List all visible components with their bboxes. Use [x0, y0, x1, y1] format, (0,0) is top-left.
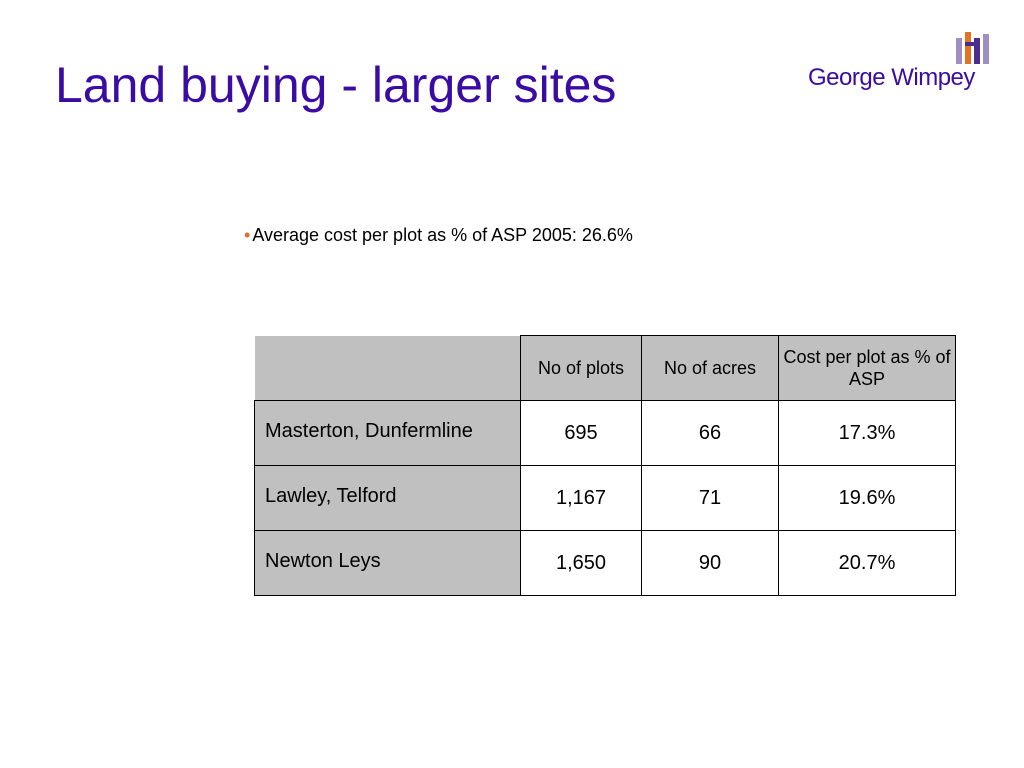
site-name-cell: Masterton, Dunfermline: [254, 400, 521, 466]
bullet-text: Average cost per plot as % of ASP 2005: …: [252, 225, 633, 245]
cost-pct-cell: 17.3%: [778, 400, 956, 466]
site-name: Lawley, Telford: [265, 484, 397, 507]
table-header-row: No of plots No of acres Cost per plot as…: [254, 335, 956, 401]
table-row: Masterton, Dunfermline 695 66 17.3%: [254, 400, 956, 466]
plots-cell: 1,167: [520, 465, 642, 531]
slide-title: Land buying - larger sites: [55, 57, 617, 113]
table-corner-cell: [254, 335, 521, 401]
header-cost-per-plot: Cost per plot as % of ASP: [778, 335, 956, 401]
table-row: Newton Leys 1,650 90 20.7%: [254, 530, 956, 596]
cost-pct-cell: 20.7%: [778, 530, 956, 596]
acres-cell: 71: [641, 465, 779, 531]
header-no-of-acres: No of acres: [641, 335, 779, 401]
site-name: Masterton, Dunfermline: [265, 419, 473, 442]
cost-pct-cell: 19.6%: [778, 465, 956, 531]
table-row: Lawley, Telford 1,167 71 19.6%: [254, 465, 956, 531]
george-wimpey-logo: George Wimpey: [808, 30, 998, 100]
logo-text: George Wimpey: [808, 64, 975, 91]
land-sites-table: No of plots No of acres Cost per plot as…: [254, 335, 956, 596]
site-name: Newton Leys: [265, 549, 381, 572]
acres-cell: 66: [641, 400, 779, 466]
plots-cell: 695: [520, 400, 642, 466]
logo-mark-icon: [956, 32, 989, 64]
site-name-cell: Newton Leys: [254, 530, 521, 596]
bullet-point: • Average cost per plot as % of ASP 2005:…: [244, 225, 633, 246]
site-name-cell: Lawley, Telford: [254, 465, 521, 531]
acres-cell: 90: [641, 530, 779, 596]
plots-cell: 1,650: [520, 530, 642, 596]
header-no-of-plots: No of plots: [520, 335, 642, 401]
bullet-mark: •: [244, 225, 251, 245]
